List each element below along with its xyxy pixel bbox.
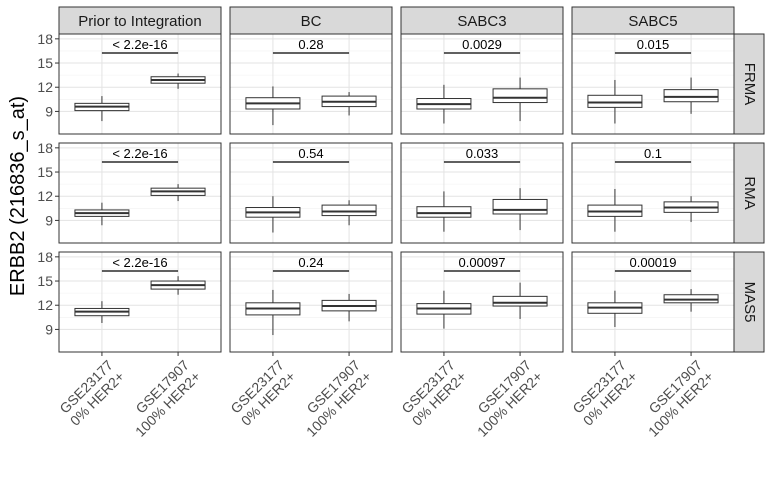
y-tick-label: 9	[45, 103, 53, 119]
panel-border	[58, 251, 222, 353]
facet-panel: 0.00097	[400, 251, 564, 353]
pvalue-label: 0.015	[637, 37, 670, 52]
y-tick-label: 18	[37, 249, 53, 265]
facet-panel: < 2.2e-16	[58, 142, 222, 244]
x-tick-label: GSE231770% HER2+	[397, 357, 469, 429]
panel-border	[58, 33, 222, 135]
pvalue-label: 0.1	[644, 146, 662, 161]
pvalue-label: < 2.2e-16	[112, 146, 167, 161]
y-tick-label: 18	[37, 140, 53, 156]
pvalue-label: 0.24	[298, 255, 323, 270]
facet-panel: 0.00019	[571, 251, 735, 353]
panel-border	[229, 33, 393, 135]
x-tick-label: GSE17907100% HER2+	[463, 357, 546, 440]
panel-border	[229, 251, 393, 353]
y-tick-label: 15	[37, 55, 53, 71]
panel-border	[400, 33, 564, 135]
facet-panel: 0.1	[571, 142, 735, 244]
column-strip	[58, 6, 222, 35]
column-strip-label: Prior to Integration	[78, 13, 201, 30]
box	[416, 206, 472, 218]
y-tick-label: 18	[37, 31, 53, 47]
row-strip-label: MAS5	[741, 282, 758, 323]
y-tick-label: 15	[37, 164, 53, 180]
row-strip-label: RMA	[741, 176, 758, 209]
x-tick-label: GSE231770% HER2+	[55, 357, 127, 429]
box	[663, 89, 719, 103]
column-strip-label: SABC5	[628, 13, 677, 30]
panel-border	[571, 142, 735, 244]
column-strip-label: BC	[301, 13, 322, 30]
column-strip	[571, 6, 735, 35]
y-tick-label: 12	[37, 297, 53, 313]
box	[492, 88, 548, 104]
facet-panel: 0.033	[400, 142, 564, 244]
y-axis-label: ERBB2 (216836_s_at)	[7, 96, 29, 296]
box	[492, 295, 548, 307]
y-tick-label: 12	[37, 188, 53, 204]
column-strip	[229, 6, 393, 35]
pvalue-label: 0.28	[298, 37, 323, 52]
column-strip-label: SABC3	[457, 13, 506, 30]
box	[492, 198, 548, 215]
x-tick-label: GSE231770% HER2+	[226, 357, 298, 429]
x-tick-label: GSE17907100% HER2+	[121, 357, 204, 440]
panel-border	[229, 142, 393, 244]
box	[321, 204, 377, 217]
column-strip	[400, 6, 564, 35]
x-tick-label: GSE17907100% HER2+	[292, 357, 375, 440]
pvalue-label: 0.00097	[459, 255, 506, 270]
x-tick-label: GSE17907100% HER2+	[634, 357, 717, 440]
facet-panel: < 2.2e-16	[58, 251, 222, 353]
facet-panel: < 2.2e-16	[58, 33, 222, 135]
pvalue-label: 0.00019	[630, 255, 677, 270]
panel-border	[571, 33, 735, 135]
x-tick-label: GSE231770% HER2+	[568, 357, 640, 429]
row-strip	[733, 251, 765, 353]
facet-panel: 0.54	[229, 142, 393, 244]
row-strip	[733, 33, 765, 135]
pvalue-label: 0.033	[466, 146, 499, 161]
panel-border	[400, 251, 564, 353]
panels-layer: Prior to Integration BC SABC3 SABC5 FRMA RMA M…	[37, 6, 765, 440]
pvalue-label: 0.0029	[462, 37, 502, 52]
pvalue-label: 0.54	[298, 146, 323, 161]
row-strip-label: FRMA	[741, 63, 758, 106]
facet-panel: 0.0029	[400, 33, 564, 135]
facet-panel: 0.015	[571, 33, 735, 135]
pvalue-label: < 2.2e-16	[112, 37, 167, 52]
facet-panel: 0.28	[229, 33, 393, 135]
facet-panel: 0.24	[229, 251, 393, 353]
box	[587, 94, 643, 108]
y-tick-label: 15	[37, 273, 53, 289]
panel-border	[571, 251, 735, 353]
y-tick-label: 9	[45, 212, 53, 228]
panel-border	[400, 142, 564, 244]
y-tick-label: 12	[37, 79, 53, 95]
panel-border	[58, 142, 222, 244]
y-tick-label: 9	[45, 321, 53, 337]
pvalue-label: < 2.2e-16	[112, 255, 167, 270]
